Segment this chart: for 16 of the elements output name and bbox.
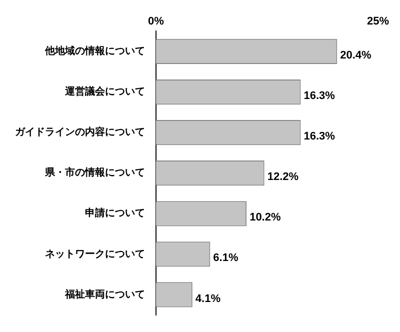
data-label: 16.3%: [304, 90, 336, 102]
data-label: 4.1%: [195, 292, 221, 305]
y-tick-label: 県・市の情報について: [44, 166, 145, 179]
y-tick-label: 申請について: [85, 207, 145, 220]
y-tick-label: 運営議会について: [64, 86, 145, 98]
y-tick-label: ガイドラインの内容について: [15, 126, 145, 138]
data-label: 6.1%: [213, 252, 238, 264]
y-tick-label: 他地域の情報について: [44, 45, 145, 58]
x-tick-label: 25%: [366, 16, 390, 28]
data-label: 16.3%: [304, 130, 336, 143]
data-label: 20.4%: [340, 50, 372, 62]
data-label: 12.2%: [267, 171, 299, 184]
data-label: 10.2%: [250, 212, 281, 224]
y-tick-label: ネットワークについて: [45, 248, 145, 260]
x-tick-label: 0%: [148, 16, 164, 28]
y-tick-label: 福祉車両について: [64, 288, 145, 300]
